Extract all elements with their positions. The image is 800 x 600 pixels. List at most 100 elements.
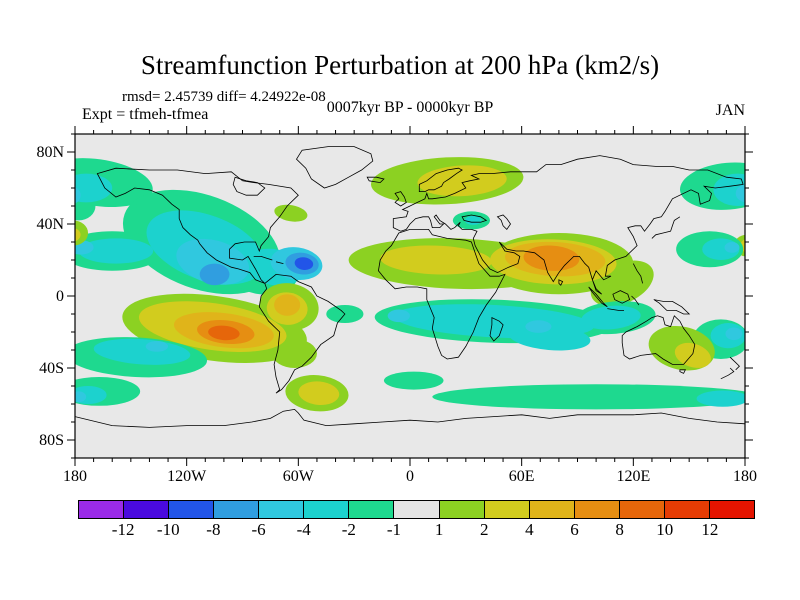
coastline-new-zealand-south [720, 367, 735, 380]
coastline-eurasia [392, 155, 744, 295]
coastline-tasmania [679, 369, 687, 374]
contour-blob [724, 242, 740, 253]
stats-label: rmsd= 2.45739 diff= 4.24922e-08 [122, 89, 326, 105]
colorbar-cell [124, 501, 170, 518]
colorbar-cell [664, 501, 710, 518]
coastline-north-america [96, 167, 299, 284]
colorbar-labels: -12 -10 -8 -6 -4 -2 -1 1 2 4 6 8 10 12 [78, 520, 755, 542]
contour-blob [417, 165, 507, 197]
plot-title: Streamfunction Perturbation at 200 hPa (… [140, 50, 660, 80]
x-axis-label: 120E [616, 468, 650, 485]
contour-blob [75, 391, 87, 403]
contour-blob [725, 327, 743, 341]
colorbar-cell [349, 501, 395, 518]
coastline-new-zealand-north [729, 356, 740, 371]
coastline-sulawesi [631, 295, 640, 306]
colorbar-cell [619, 501, 665, 518]
contour-blob [383, 371, 444, 390]
coastlines [75, 146, 745, 428]
colorbar-tick-label: 4 [525, 520, 534, 539]
contour-blob [176, 238, 250, 285]
colorbar-tick-label: -2 [341, 520, 356, 539]
colorbar-cell [709, 501, 754, 518]
y-axis-label: 40N [36, 216, 64, 233]
contour-blob [272, 339, 317, 368]
contour-blob [525, 320, 552, 333]
contour-blob [380, 245, 492, 275]
y-axis-label: 80N [36, 144, 64, 161]
colorbar-tick-label: -10 [156, 520, 180, 539]
coastline-australia [621, 315, 696, 365]
coastline-south-america [258, 273, 346, 394]
colorbar-tick-label: -8 [206, 520, 221, 539]
colorbar-cell [169, 501, 215, 518]
contour-blob [145, 341, 169, 352]
colorbar-tick-label: 2 [479, 520, 489, 539]
colorbar-cell [304, 501, 350, 518]
coastline-borneo [612, 290, 631, 304]
coastline-britain [394, 191, 407, 207]
colorbar-tick-label: 10 [656, 520, 674, 539]
period-label: 0007kyr BP - 0000kyr BP [326, 99, 494, 116]
colorbar-tick-label: -6 [251, 520, 266, 539]
coastline-black-sea [461, 214, 488, 223]
colorbar [78, 500, 755, 519]
contour-blob [387, 309, 411, 323]
x-axis-label: 180 [733, 468, 757, 485]
y-axis-label: 40S [39, 360, 64, 377]
colorbar-tick-label: 6 [570, 520, 579, 539]
colorbar-tick-label: -4 [296, 520, 311, 539]
x-axis-label: 60W [283, 468, 315, 485]
world-contour-map: 180 120W 60W 0 60E 120E 180 80N 40N 0 40S 80S [36, 126, 757, 485]
axis-ticks [67, 126, 753, 466]
coastline-japan [651, 216, 681, 239]
contour-blob [581, 305, 641, 330]
experiment-label: Expt = tfmeh-tfmea [82, 106, 209, 123]
x-axis-label: 180 [63, 468, 87, 485]
coastline-philippines [632, 263, 643, 284]
coastline-hispaniola [275, 261, 284, 264]
coastline-cuba [253, 256, 273, 261]
month-label: JAN [715, 102, 745, 119]
colorbar-tick-label: 8 [615, 520, 624, 539]
colorbar-cell [574, 501, 620, 518]
x-axis-label: 0 [406, 468, 414, 485]
coastline-sri-lanka [558, 279, 564, 286]
contour-blob [294, 257, 314, 270]
contour-blob [464, 215, 482, 225]
coastline-hudson-bay [232, 176, 266, 196]
contour-blob [735, 184, 745, 203]
colorbar-cell [79, 501, 125, 518]
contour-blob [713, 173, 745, 206]
contour-blob [674, 342, 711, 368]
contour-blob [199, 263, 230, 286]
colorbar-cell [439, 501, 485, 518]
coastline-scandinavia [418, 167, 463, 192]
y-axis-label: 0 [56, 288, 64, 305]
contour-blob [75, 186, 81, 204]
y-axis-label: 80S [39, 432, 64, 449]
coastline-africa [377, 229, 506, 360]
x-axis-label: 120W [167, 468, 207, 485]
x-axis-label: 60E [509, 468, 535, 485]
contour-blob [696, 390, 745, 407]
axis-labels: 180 120W 60W 0 60E 120E 180 80N 40N 0 40S 80S [36, 144, 757, 485]
contour-blob [274, 204, 308, 222]
coastline-iceland [366, 176, 385, 184]
colorbar-cell [214, 501, 260, 518]
contour-blob [432, 384, 745, 410]
contour-blob [274, 294, 301, 316]
colorbar-cell [394, 501, 440, 518]
contour-blob [75, 228, 81, 242]
colorbar-tick-label: 12 [701, 520, 719, 539]
coastline-madagascar [489, 316, 504, 342]
coastline-caspian-sea [496, 214, 511, 231]
contour-blob [298, 381, 340, 405]
colorbar-tick-label: -12 [111, 520, 135, 539]
coastline-sumatra [588, 286, 608, 308]
coastline-java [607, 308, 624, 311]
colorbar-tick-label: 1 [434, 520, 444, 539]
contour-blob [75, 173, 113, 203]
contour-blob [78, 238, 154, 264]
coastline-greenland [295, 146, 374, 189]
